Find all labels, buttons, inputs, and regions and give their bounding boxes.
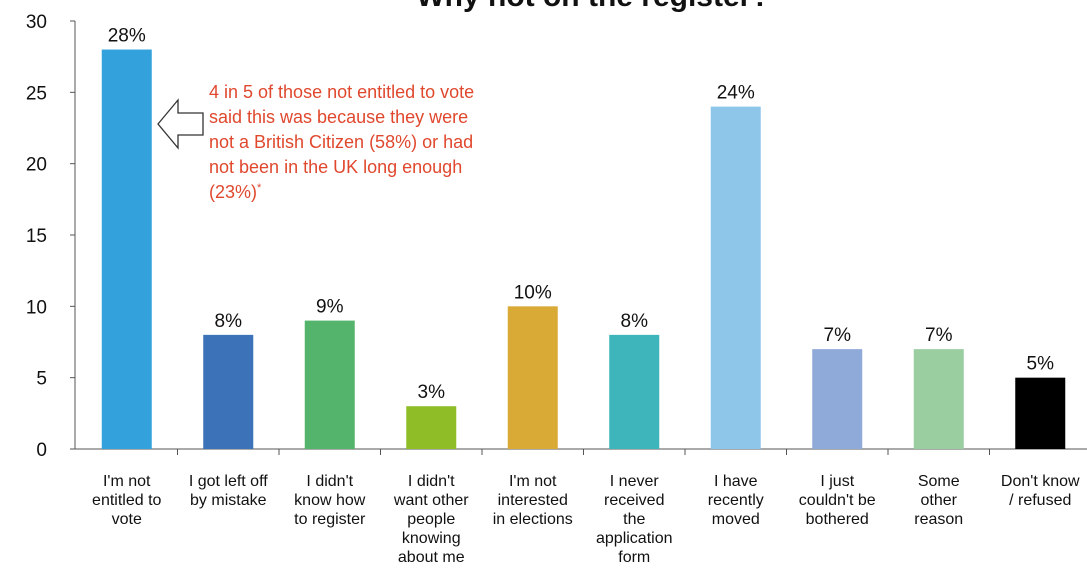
y-tick-label: 30 <box>26 12 47 33</box>
bar <box>203 334 254 449</box>
bar <box>710 106 761 449</box>
y-tick-label: 15 <box>26 226 47 247</box>
bar <box>609 334 660 449</box>
x-category-label: I never received the application form <box>596 473 673 566</box>
bar <box>101 49 152 450</box>
data-label: 28% <box>108 26 146 47</box>
bar <box>913 349 964 449</box>
x-category-label: I didn't want other people knowing about me <box>393 473 469 566</box>
data-label: 8% <box>215 311 243 332</box>
x-category-label: I just couldn't be bothered <box>799 473 876 528</box>
y-tick-label: 10 <box>26 297 47 318</box>
x-axis: I'm not entitled to vote I got left off by m… <box>75 448 1087 566</box>
x-category-label: Don't know / refused <box>1001 473 1080 509</box>
bar <box>812 349 863 449</box>
x-category-label: I have recently moved <box>708 473 764 528</box>
x-category-label: I didn't know how to register <box>294 473 366 528</box>
bar <box>1015 377 1066 449</box>
annotation-text: 4 in 5 of those not entitled to vote said… <box>209 82 474 202</box>
x-category-label: I'm not interested in elections <box>493 473 573 528</box>
annotation: 4 in 5 of those not entitled to vote said… <box>157 82 474 202</box>
y-tick-label: 25 <box>26 83 47 104</box>
data-label: 3% <box>418 382 446 403</box>
data-label: 5% <box>1027 354 1055 375</box>
data-label: 7% <box>824 325 852 346</box>
chart-title: Why not on the register? <box>416 0 769 13</box>
x-category-label: I'm not entitled to vote <box>92 473 161 528</box>
arrow-left-icon <box>157 98 204 150</box>
bar <box>507 306 558 449</box>
y-tick-label: 0 <box>36 440 47 461</box>
y-tick-label: 5 <box>36 369 47 390</box>
data-label: 7% <box>925 325 953 346</box>
y-tick-label: 20 <box>26 155 47 176</box>
x-category-label: Some other reason <box>914 473 963 528</box>
data-label: 9% <box>316 297 344 318</box>
data-label: 8% <box>621 311 649 332</box>
bar <box>406 406 457 449</box>
y-axis: 0 5 10 15 20 25 30 <box>26 12 76 461</box>
data-label: 24% <box>717 83 755 104</box>
footnote-mark: * <box>257 182 262 194</box>
bar <box>304 320 355 449</box>
x-category-label: I got left off by mistake <box>189 473 268 509</box>
bars: 28% 8% 9% 3% 10% 8% 24% 7% 7% 5% <box>101 26 1066 450</box>
data-label: 10% <box>514 282 552 303</box>
